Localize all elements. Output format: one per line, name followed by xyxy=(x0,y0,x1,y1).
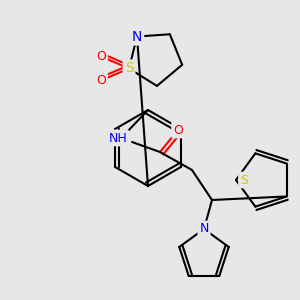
Text: S: S xyxy=(125,61,134,76)
Text: NH: NH xyxy=(109,131,128,145)
Text: O: O xyxy=(96,50,106,63)
Text: N: N xyxy=(199,223,209,236)
Text: O: O xyxy=(96,74,106,87)
Text: N: N xyxy=(132,30,142,44)
Text: S: S xyxy=(240,173,248,187)
Text: O: O xyxy=(173,124,183,136)
